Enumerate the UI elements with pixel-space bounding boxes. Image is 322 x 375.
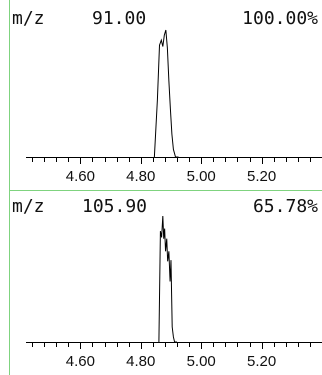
x-tick-label: 5.20 [247,168,276,185]
x-axis-tick-labels: 4.60 4.80 5.00 5.20 [66,168,276,185]
x-tick-label: 4.80 [126,168,155,185]
x-axis-tick-labels: 4.60 4.80 5.00 5.20 [66,353,276,370]
x-tick-label: 4.60 [66,353,95,370]
series-trace [158,215,178,343]
mz-label: m/z [12,196,45,217]
ion-chromatogram-panel-mz-91: m/z 91.00 100.00% 4.60 4.80 5.00 5.20 [12,8,322,185]
x-axis-ticks [32,157,311,164]
x-tick-label: 5.00 [187,168,216,185]
mz-value: 91.00 [92,8,146,29]
x-tick-label: 4.80 [126,353,155,370]
ion-chromatogram-panel-mz-105-9: m/z 105.90 65.78% 4.60 4.80 5.00 5.20 [12,196,322,370]
relative-abundance: 65.78% [253,196,318,217]
x-axis-ticks [32,342,311,349]
x-tick-label: 4.60 [66,168,95,185]
mz-label: m/z [12,8,45,29]
x-tick-label: 5.20 [247,353,276,370]
x-tick-label: 5.00 [187,353,216,370]
series-trace [153,29,179,158]
mz-value: 105.90 [82,196,147,217]
relative-abundance: 100.00% [242,8,318,29]
